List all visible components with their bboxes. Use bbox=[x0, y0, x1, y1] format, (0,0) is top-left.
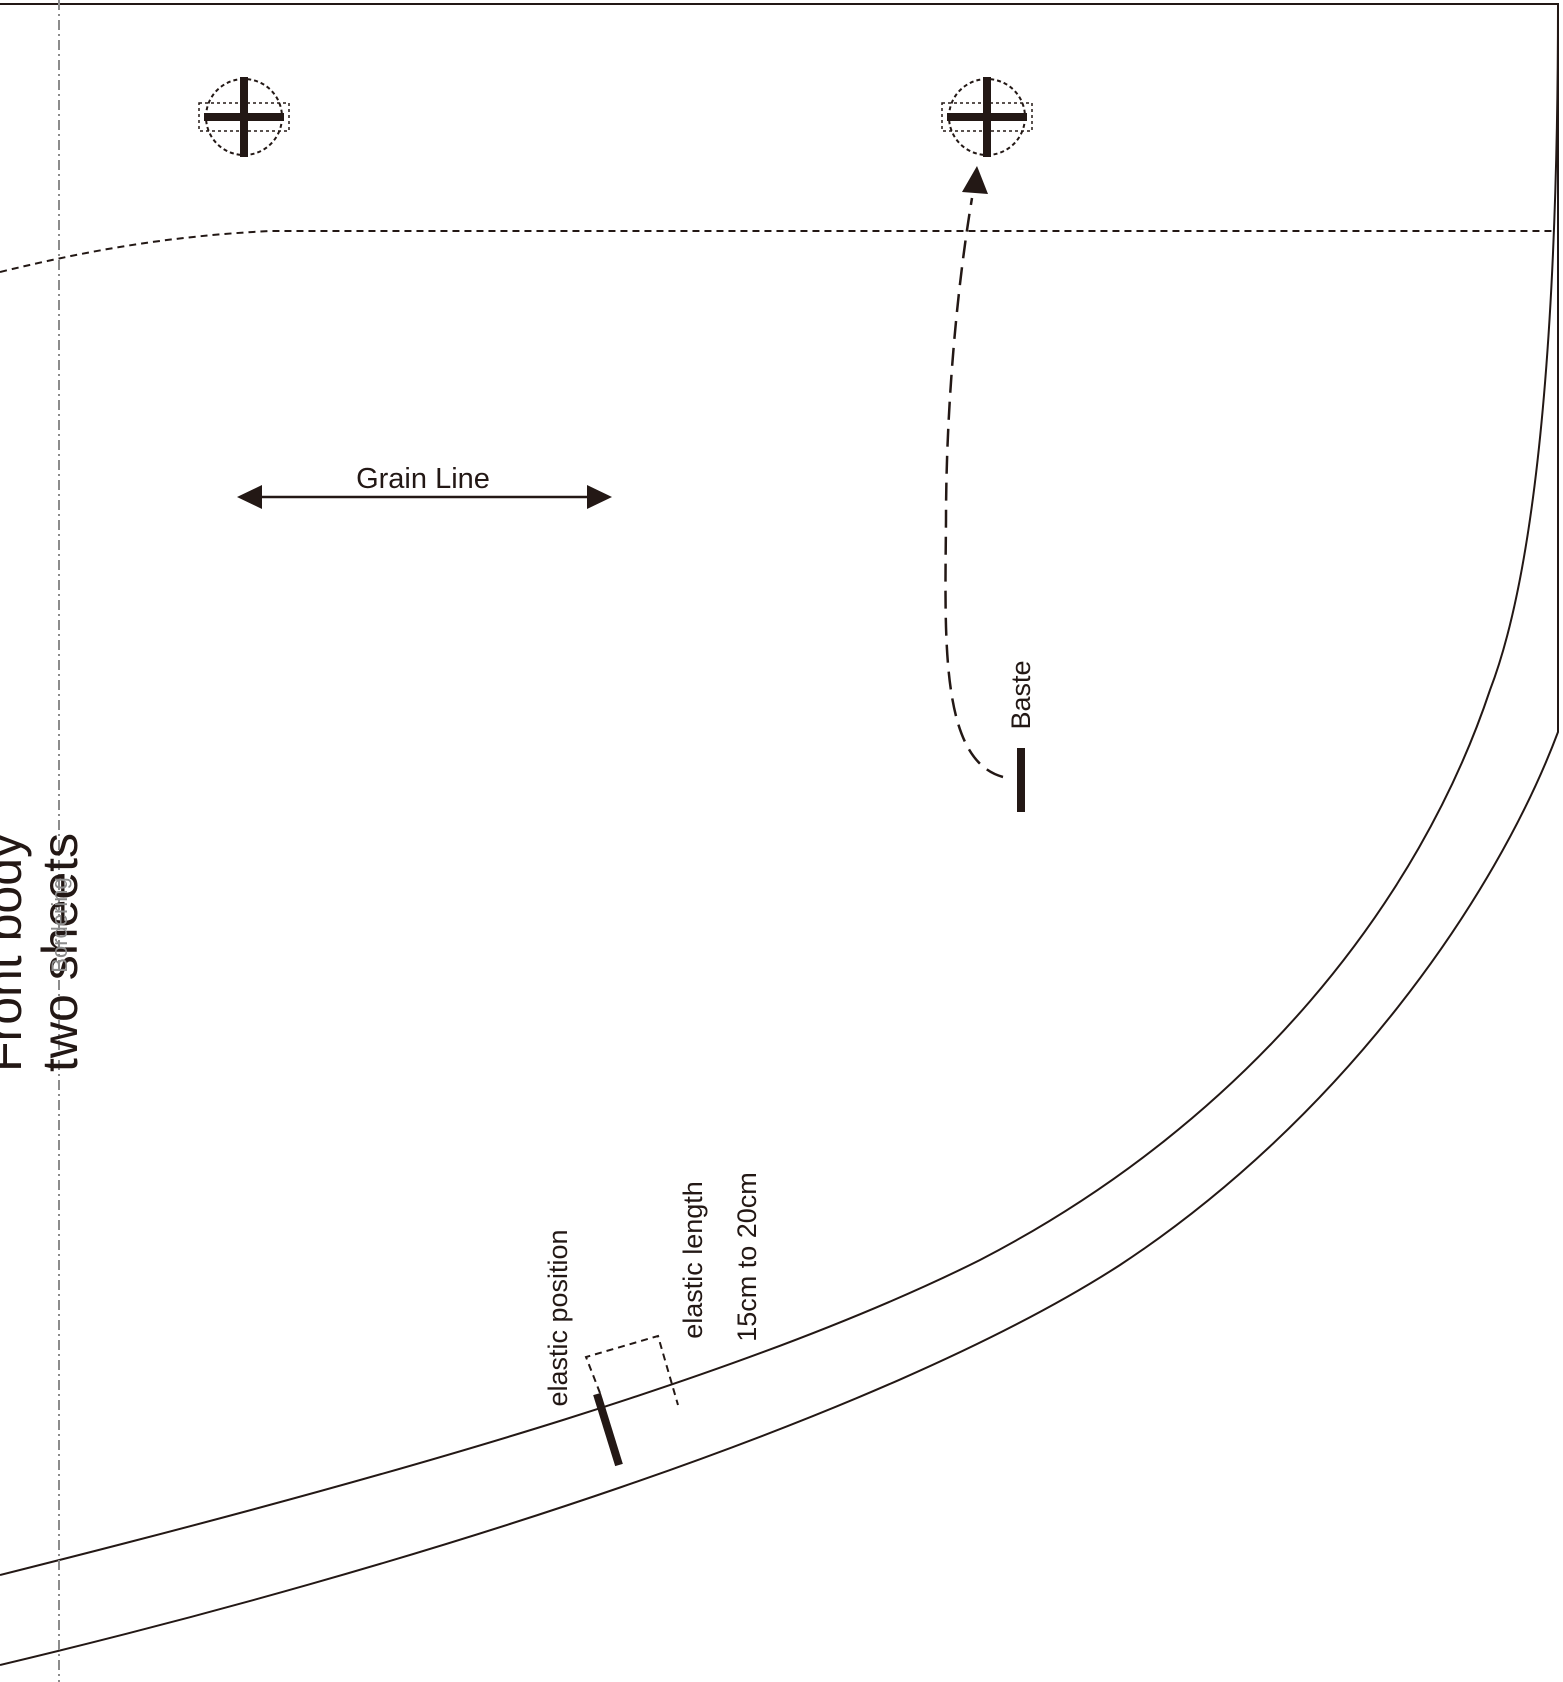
registration-mark-icon bbox=[941, 77, 1033, 157]
baste-label: Baste bbox=[1006, 660, 1036, 729]
fold-label: Bordering bbox=[47, 877, 72, 972]
registration-mark-icon bbox=[198, 77, 290, 157]
baste-arrow-icon bbox=[944, 166, 1004, 779]
grain-arrow-icon bbox=[237, 485, 612, 509]
placement-dashed-line bbox=[0, 230, 1555, 273]
outer-cut-line bbox=[0, 3, 1559, 1666]
piece-quantity: two sheets bbox=[32, 833, 88, 1072]
elastic-position-mark bbox=[593, 1392, 623, 1467]
seam-line bbox=[0, 3, 1559, 1576]
elastic-length-value: 15cm to 20cm bbox=[732, 1172, 762, 1342]
elastic-position-label: elastic position bbox=[543, 1229, 573, 1406]
piece-title: Front body bbox=[0, 833, 32, 1072]
elastic-length-label: elastic length bbox=[678, 1181, 708, 1339]
elastic-length-bracket bbox=[584, 1334, 679, 1406]
grain-line-label: Grain Line bbox=[356, 463, 490, 495]
